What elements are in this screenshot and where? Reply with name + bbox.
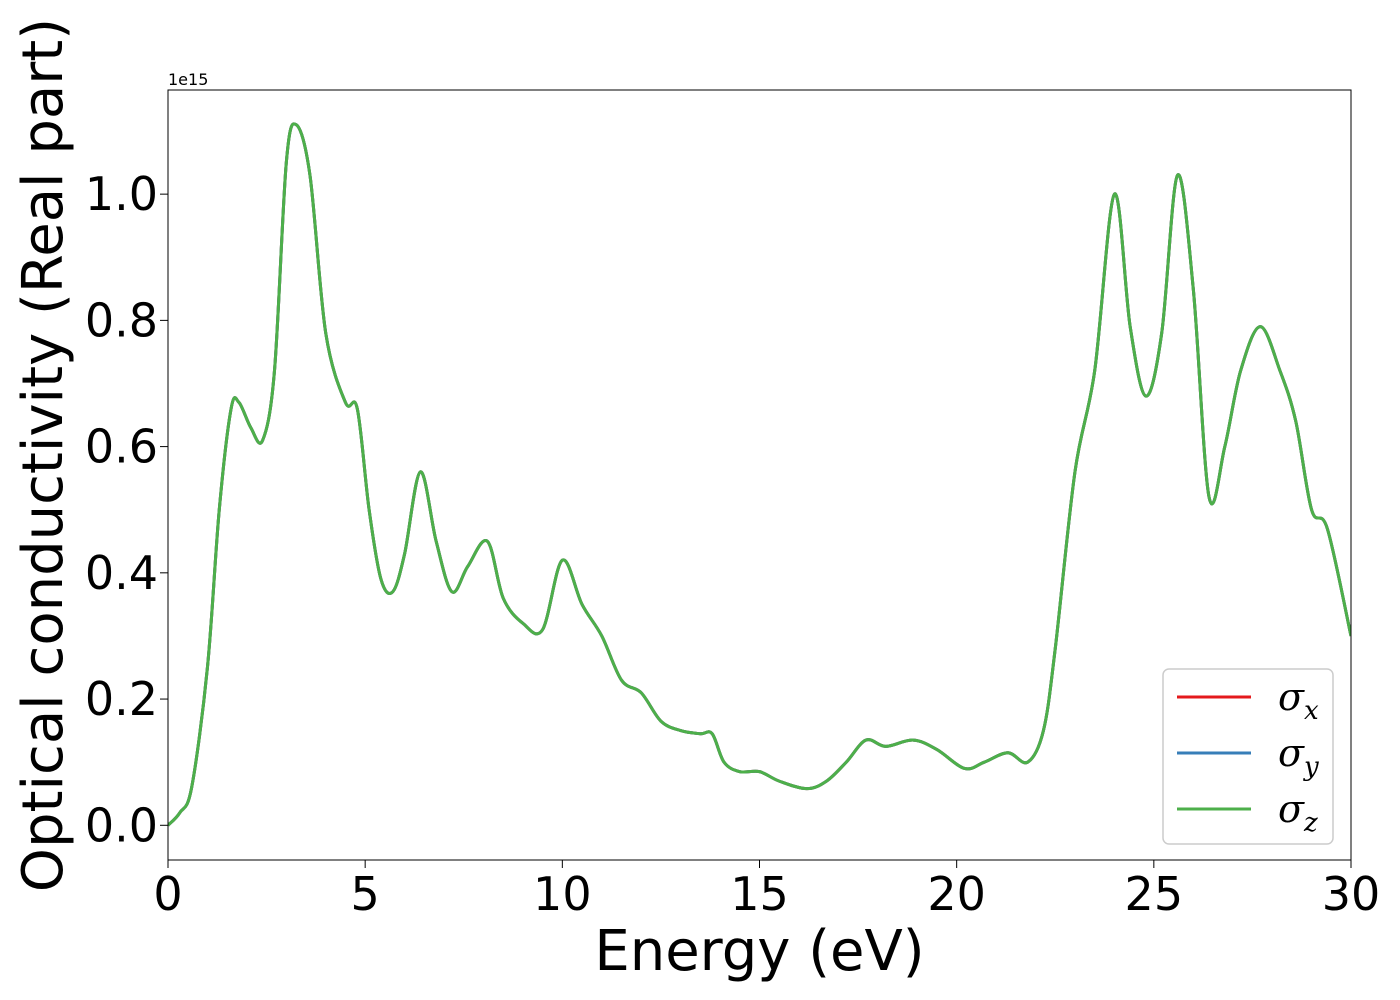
series-layer: [168, 122, 1351, 827]
x-tick-label: 30: [1322, 867, 1381, 921]
y-tick-label: 0.4: [85, 546, 158, 600]
y-tick-label: 0.0: [85, 798, 158, 852]
y-tick-label: 1.0: [85, 167, 158, 221]
x-axis-label: Energy (eV): [594, 919, 924, 984]
series-line-z: [168, 122, 1351, 827]
y-axis-offset-label: 1e15: [168, 70, 208, 89]
x-axis-ticks: 0 5 10 15 20 25 30: [153, 860, 1380, 921]
y-tick-label: 0.8: [85, 293, 158, 347]
x-tick-label: 20: [927, 867, 986, 921]
x-tick-label: 25: [1125, 867, 1184, 921]
y-tick-label: 0.2: [85, 672, 158, 726]
x-tick-label: 10: [533, 867, 592, 921]
legend-label-z: σz: [1278, 787, 1318, 838]
x-tick-label: 5: [351, 867, 380, 921]
legend-label-x: σx: [1278, 675, 1319, 726]
y-axis-ticks: 0.0 0.2 0.4 0.6 0.8 1.0: [85, 167, 168, 852]
x-tick-label: 15: [730, 867, 789, 921]
y-tick-label: 0.6: [85, 420, 158, 474]
legend-box: [1162, 668, 1334, 845]
x-tick-label: 0: [153, 867, 182, 921]
legend-label-y: σy: [1278, 731, 1319, 782]
y-axis-label: Optical conductivity (Real part): [11, 18, 76, 892]
